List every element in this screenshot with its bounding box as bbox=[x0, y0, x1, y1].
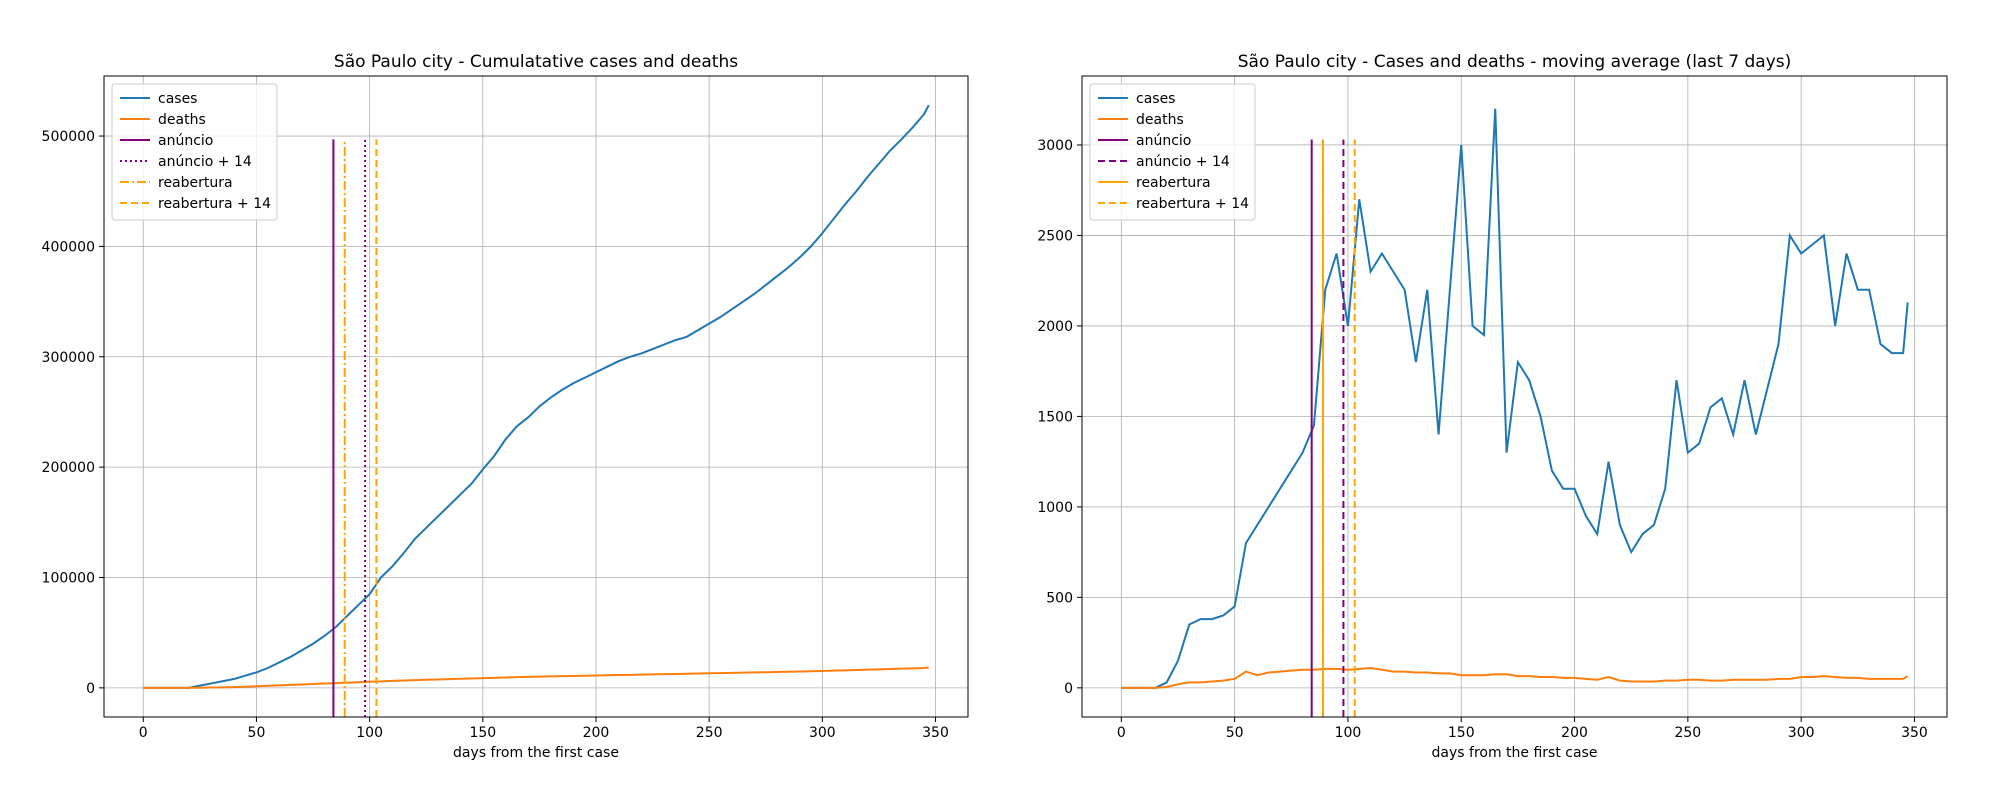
legend-label: deaths bbox=[158, 112, 206, 128]
chart-title: São Paulo city - Cases and deaths - movi… bbox=[1238, 52, 1792, 72]
y-tick-label: 400000 bbox=[42, 239, 95, 255]
y-tick-label: 100000 bbox=[42, 570, 95, 586]
series-line bbox=[143, 666, 929, 689]
legend-label: cases bbox=[158, 91, 197, 107]
y-tick-label: 1000 bbox=[1037, 500, 1073, 516]
legend-label: reabertura bbox=[158, 175, 233, 191]
y-tick-label: 0 bbox=[1064, 681, 1073, 697]
legend-box bbox=[1089, 83, 1256, 221]
y-tick-label: 0 bbox=[86, 681, 95, 697]
x-tick-label: 250 bbox=[696, 725, 723, 741]
legend-label: anúncio + 14 bbox=[158, 154, 252, 170]
axes: 0 50 100 150 200 250 300 350 0 500 1000 1500 2000 250… bbox=[1037, 52, 1948, 761]
x-tick-label: 100 bbox=[1335, 725, 1362, 741]
y-tick-label: 1500 bbox=[1037, 409, 1073, 425]
x-tick-label: 50 bbox=[1226, 725, 1244, 741]
legend-label: cases bbox=[1136, 91, 1175, 107]
y-tick-label: 200000 bbox=[42, 460, 95, 476]
legend: cases deaths anúncio anúncio + 14 reabertura… bbox=[1089, 83, 1256, 221]
x-tick-label: 150 bbox=[1448, 725, 1475, 741]
axes-frame bbox=[103, 75, 969, 718]
axes-frame bbox=[1081, 75, 1948, 718]
x-tick-label: 50 bbox=[248, 725, 266, 741]
series-line bbox=[1121, 108, 1909, 689]
legend: cases deaths anúncio anúncio + 14 reabertura… bbox=[111, 83, 278, 221]
series-line bbox=[143, 104, 930, 689]
x-tick-label: 350 bbox=[922, 725, 949, 741]
legend-label: reabertura bbox=[1136, 175, 1211, 191]
axes: 0 50 100 150 200 250 300 350 0 100000 200000 300000… bbox=[42, 52, 969, 761]
y-tick-label: 500000 bbox=[42, 129, 95, 145]
x-tick-label: 300 bbox=[809, 725, 836, 741]
series-line bbox=[1121, 666, 1909, 689]
legend-box bbox=[111, 83, 278, 221]
x-tick-label: 350 bbox=[1901, 725, 1928, 741]
plot-area bbox=[1121, 108, 1909, 717]
x-tick-label: 100 bbox=[356, 725, 383, 741]
legend-label: anúncio + 14 bbox=[1136, 154, 1230, 170]
x-tick-label: 0 bbox=[1117, 725, 1126, 741]
x-tick-label: 200 bbox=[1561, 725, 1588, 741]
chart-title: São Paulo city - Cumulatative cases and … bbox=[334, 52, 738, 72]
y-tick-label: 2500 bbox=[1037, 228, 1073, 244]
x-axis-label: days from the first case bbox=[1432, 745, 1598, 761]
y-tick-label: 3000 bbox=[1037, 138, 1073, 154]
y-tick-label: 2000 bbox=[1037, 319, 1073, 335]
x-tick-label: 300 bbox=[1788, 725, 1815, 741]
x-tick-label: 150 bbox=[469, 725, 496, 741]
x-tick-label: 200 bbox=[583, 725, 610, 741]
x-tick-label: 0 bbox=[139, 725, 148, 741]
legend-label: anúncio bbox=[158, 133, 213, 149]
plot-area bbox=[143, 104, 930, 717]
legend-label: anúncio bbox=[1136, 133, 1191, 149]
legend-label: reabertura + 14 bbox=[158, 196, 271, 212]
y-tick-label: 500 bbox=[1046, 590, 1073, 606]
y-tick-label: 300000 bbox=[42, 350, 95, 366]
legend-label: reabertura + 14 bbox=[1136, 196, 1249, 212]
legend-label: deaths bbox=[1136, 112, 1184, 128]
x-tick-label: 250 bbox=[1674, 725, 1701, 741]
x-axis-label: days from the first case bbox=[453, 745, 619, 761]
